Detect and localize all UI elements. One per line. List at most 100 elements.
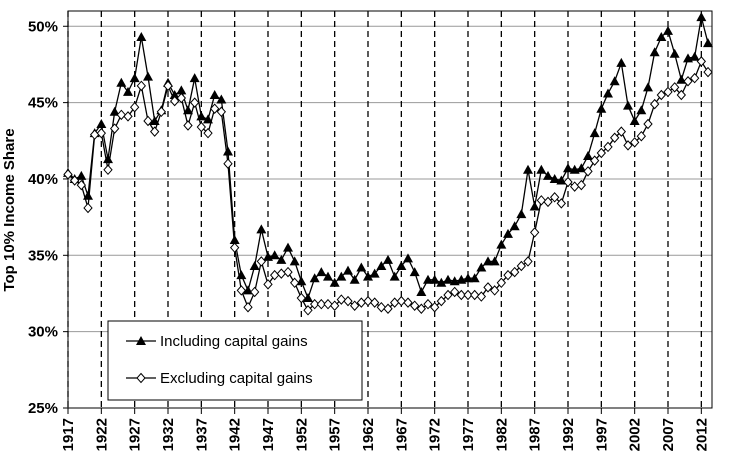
x-tick-label: 1992 [560,418,577,451]
data-point [476,262,487,272]
data-point [489,256,500,266]
data-point [669,82,680,93]
data-point [283,266,293,278]
data-point [376,260,387,270]
legend-marker [136,336,146,345]
data-point [536,164,547,174]
data-point [536,195,547,206]
data-point [69,175,80,186]
data-point [703,66,713,78]
data-point [469,289,480,301]
data-point [603,88,613,98]
data-point [289,277,300,289]
data-point [123,111,133,122]
data-point [163,80,173,92]
data-point [409,300,420,311]
data-point [229,242,240,253]
data-point [316,267,327,277]
data-point [683,75,693,87]
data-point [423,274,433,284]
data-point [583,166,593,177]
data-point [149,126,160,137]
data-point [116,109,127,121]
data-point [376,301,387,313]
data-point [463,289,473,301]
data-point [463,273,473,283]
data-point [336,271,347,281]
data-point [383,254,393,264]
data-point [436,295,447,307]
x-tick-label: 1937 [193,418,210,451]
data-point [149,115,160,125]
data-point [223,158,233,169]
data-point [703,38,713,48]
data-point [249,286,260,298]
data-point [663,25,673,35]
data-point [103,164,113,176]
data-point [256,256,267,267]
data-point [196,111,207,121]
data-point [129,101,140,113]
data-point [169,89,180,99]
data-point [263,279,273,290]
data-point [256,224,267,234]
data-point [583,151,593,161]
data-point [489,285,500,296]
x-tick-label: 1977 [460,418,477,451]
data-point [496,277,507,289]
y-tick-label: 40% [28,171,58,188]
data-point [329,277,340,287]
data-point [136,31,147,41]
data-point [96,127,107,139]
data-point [349,300,360,311]
data-point [503,228,513,238]
data-point [309,273,320,283]
y-tick-label: 25% [28,400,58,417]
data-point [476,291,487,302]
data-point [176,85,187,95]
data-point [656,89,667,101]
x-tick-label: 1942 [227,418,244,451]
data-point [576,179,587,191]
data-point [109,106,120,116]
data-point [76,179,87,191]
data-point [83,190,93,200]
data-point [436,277,447,287]
y-axis-label: Top 10% Income Share [1,128,18,291]
data-point [643,82,653,92]
data-point [689,51,700,61]
data-point [323,298,333,310]
data-point [129,73,140,83]
data-point [303,305,313,316]
data-point [356,262,367,272]
data-point [629,137,640,148]
x-tick-label: 1997 [593,418,610,451]
data-point [443,289,453,301]
x-tick-label: 2002 [627,418,644,451]
data-point [189,73,200,83]
x-tick-label: 1967 [393,418,410,451]
data-point [449,286,460,298]
y-tick-label: 35% [28,247,58,264]
data-point [216,94,227,104]
x-tick-label: 1947 [260,418,277,451]
data-point [203,127,213,139]
legend-label: Including capital gains [160,333,308,350]
data-point [103,154,113,164]
data-point [623,140,633,151]
legend-label: Excluding capital gains [160,370,313,387]
data-point [343,295,353,307]
data-point [269,250,280,260]
data-point [616,126,627,137]
data-point [423,298,433,310]
data-point [183,105,193,115]
data-point [323,271,333,281]
data-point [363,295,373,307]
data-point [609,76,620,86]
x-tick-label: 1932 [160,418,177,451]
data-point [416,303,427,315]
data-point [229,235,240,245]
data-point [636,105,647,115]
data-point [369,268,380,278]
x-tick-label: 1982 [493,418,510,451]
